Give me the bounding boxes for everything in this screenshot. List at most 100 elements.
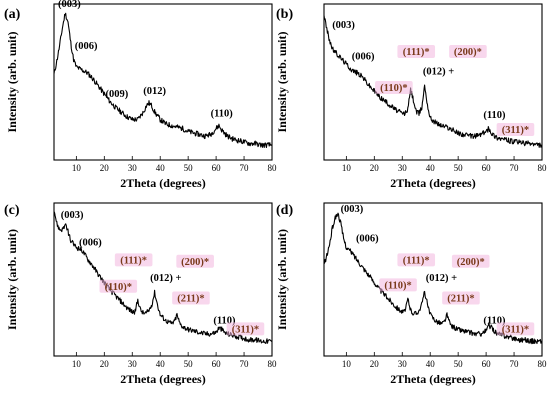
impurity-peak-label: (211)* (447, 294, 474, 305)
impurity-peak-label: (211)* (177, 294, 204, 305)
peak-label: (110) (483, 316, 506, 327)
x-tick-label: 10 (72, 163, 82, 173)
y-axis-label: Intensity (arb. unit) (5, 229, 19, 330)
panel-d: (d) 10 20 30 40 50 60 70 80 2Theta (degrees) Inten… (275, 202, 548, 386)
peak-label-highlight (449, 45, 487, 58)
peak-label: (003) (341, 204, 364, 215)
y-axis-label: Intensity (arb. unit) (275, 31, 289, 132)
impurity-peak-label: (111)* (120, 255, 147, 266)
impurity-peak-label: (111)* (403, 47, 430, 58)
xrd-pattern-line (323, 212, 542, 345)
impurity-peak-label: (110)* (380, 83, 407, 94)
peak-label: (012) + (423, 67, 454, 78)
impurity-peak-label: (200)* (457, 257, 485, 268)
peak-label: (003) (58, 0, 81, 10)
plot-frame (53, 202, 273, 357)
peak-label: (110) (483, 110, 506, 121)
impurity-peak-label: (200)* (454, 47, 482, 58)
x-axis-label: 2Theta (degrees) (120, 372, 205, 386)
peak-label-highlight (496, 322, 535, 336)
x-tick-label: 30 (128, 163, 138, 173)
peak-label: (006) (352, 52, 375, 63)
x-tick-label: 60 (482, 163, 492, 173)
panel-label: (b) (276, 7, 293, 22)
x-tick-label: 80 (538, 359, 548, 369)
x-tick-label: 70 (240, 359, 250, 369)
x-tick-label: 40 (156, 163, 166, 173)
impurity-peak-label: (200)* (181, 257, 209, 268)
x-tick-label: 20 (370, 359, 380, 369)
peak-label-highlight (176, 254, 214, 268)
x-tick-label: 50 (184, 359, 194, 369)
x-tick-label: 40 (426, 359, 436, 369)
x-tick-label: 80 (268, 163, 278, 173)
x-tick-label: 40 (156, 359, 166, 369)
peak-label-highlight (114, 253, 153, 267)
x-tick-label: 10 (342, 163, 352, 173)
panel-label: (c) (4, 203, 20, 218)
peak-label-highlight (375, 81, 413, 94)
peak-label: (110) (213, 316, 236, 327)
xrd-pattern-line (53, 211, 273, 344)
x-tick-label: 50 (454, 359, 464, 369)
x-tick-label: 80 (268, 359, 278, 369)
x-tick-label: 20 (100, 163, 110, 173)
impurity-peak-label: (110)* (105, 282, 132, 293)
x-axis-label: 2Theta (degrees) (390, 372, 475, 386)
impurity-peak-label: (311)* (502, 125, 529, 136)
peak-label: (006) (356, 233, 379, 244)
x-tick-label: 80 (538, 163, 548, 173)
impurity-peak-label: (111)* (403, 255, 430, 266)
x-tick-label: 70 (510, 163, 520, 173)
peak-label: (110) (211, 109, 234, 120)
x-tick-label: 60 (212, 359, 222, 369)
panel-a: (a) 10 20 30 40 50 60 70 80 2Theta (degrees) Inten… (4, 0, 277, 190)
peak-label: (006) (79, 238, 102, 249)
peak-label-highlight (397, 253, 436, 267)
panel-label: (d) (276, 203, 293, 218)
plot-frame (323, 3, 543, 161)
panel-c: (c) 10 20 30 40 50 60 70 80 2Theta (degrees) Inten… (4, 202, 278, 386)
panel-label: (a) (4, 7, 21, 22)
peak-label: (003) (61, 210, 84, 221)
peak-label: (006) (75, 41, 98, 52)
x-tick-label: 70 (510, 359, 520, 369)
peak-label: (012) + (150, 273, 181, 284)
x-tick-label: 10 (72, 359, 82, 369)
peak-label: (012) + (426, 273, 457, 284)
peak-label-highlight (172, 291, 210, 305)
x-axis-label: 2Theta (degrees) (390, 176, 475, 190)
peak-label-highlight (379, 278, 417, 292)
plot-frame (53, 3, 273, 161)
x-tick-label: 30 (128, 359, 138, 369)
xrd-pattern-line (323, 15, 543, 148)
x-tick-label: 30 (398, 163, 408, 173)
xrd-pattern-line (53, 12, 273, 149)
peak-label: (003) (332, 20, 355, 31)
impurity-peak-label: (311)* (502, 324, 529, 335)
x-tick-label: 20 (100, 359, 110, 369)
impurity-peak-label: (110)* (384, 280, 411, 291)
x-tick-label: 30 (398, 359, 408, 369)
peak-label-highlight (451, 254, 490, 268)
peak-label-highlight (226, 322, 265, 336)
plot-frame (323, 202, 543, 357)
x-tick-label: 70 (240, 163, 250, 173)
x-tick-label: 20 (370, 163, 380, 173)
peak-label-highlight (99, 279, 138, 293)
x-tick-label: 50 (184, 163, 194, 173)
x-tick-label: 60 (482, 359, 492, 369)
peak-label: (012) (143, 86, 166, 97)
peak-label: (009) (106, 89, 129, 100)
x-tick-label: 40 (426, 163, 436, 173)
peak-label-highlight (397, 45, 436, 58)
x-axis-label: 2Theta (degrees) (120, 176, 205, 190)
panel-b: (b) 10 20 30 40 50 60 70 80 2Theta (degrees) Inten… (275, 3, 548, 190)
y-axis-label: Intensity (arb. unit) (275, 229, 289, 330)
x-tick-label: 10 (342, 359, 352, 369)
peak-label-highlight (496, 123, 535, 136)
peak-label-highlight (442, 291, 480, 305)
x-tick-label: 50 (454, 163, 464, 173)
y-axis-label: Intensity (arb. unit) (5, 31, 19, 132)
